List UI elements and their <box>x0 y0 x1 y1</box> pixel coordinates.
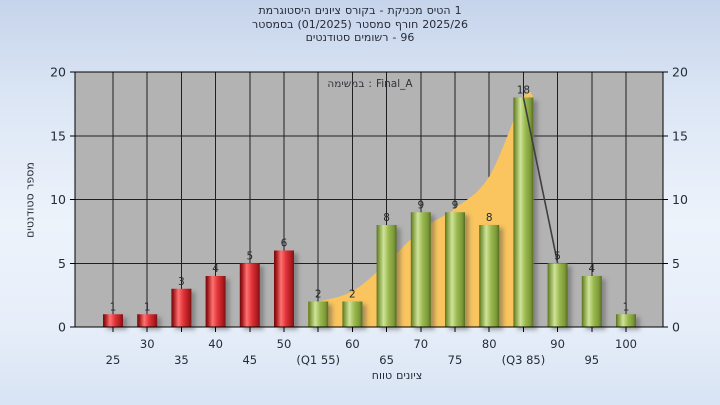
text-token: רשומים <box>354 31 389 44</box>
bar-value-label: 1 <box>110 301 117 313</box>
chart-title-line-3: סטודנטים רשומים -96 <box>306 31 415 45</box>
x-tick-label: 80 <box>482 337 497 351</box>
text-token: 2025/26 <box>422 17 468 31</box>
x-tick-label: (Q1 55) <box>296 353 340 367</box>
x-axis-title: טווח ציונים <box>372 369 422 382</box>
bar-value-label: 9 <box>417 199 424 211</box>
y-tick-label-left: 20 <box>50 65 66 80</box>
text-token: היסטוגרמת <box>258 4 311 17</box>
y-axis-title: מספר סטודנטים <box>23 162 37 238</box>
text-token: מכניקת <box>387 4 423 17</box>
text-token: - <box>392 31 397 44</box>
x-tick-label: 30 <box>140 337 155 351</box>
bar-value-label: 6 <box>281 238 288 250</box>
overlay-line <box>522 97 559 264</box>
text-token: בסמסטר <box>252 17 294 31</box>
chart-title-block: היסטוגרמת ציונים בקורס - מכניקת הטיס 1 בסמסטר(… <box>0 4 720 45</box>
x-tick-label: 100 <box>615 337 637 351</box>
y-tick-label-right: 0 <box>672 320 680 335</box>
bar-95 <box>581 276 602 327</box>
y-tick-label-right: 10 <box>672 192 688 207</box>
fitted-area-overlay <box>307 91 534 327</box>
x-tick-label: 45 <box>242 353 257 367</box>
x-tick-label: 95 <box>584 353 599 367</box>
bar-30 <box>137 314 158 327</box>
bar-value-label: 1 <box>144 301 151 313</box>
bar-90 <box>547 263 568 327</box>
bar-value-label: 8 <box>383 212 390 224</box>
legend-label: במשימה: Final_A <box>290 78 450 90</box>
y-tick-label-right: 5 <box>672 256 680 271</box>
bar-25 <box>103 314 123 327</box>
bar-value-label: 8 <box>486 212 493 224</box>
text-token: ציונים <box>314 4 341 17</box>
bar-value-label: 18 <box>517 85 530 97</box>
text-token: (01/2025) <box>297 17 352 31</box>
text-token: חורף <box>394 17 419 31</box>
text-token: Final_A <box>375 78 413 90</box>
text-token: 96 <box>400 31 415 44</box>
y-tick-label-right: 15 <box>672 128 688 143</box>
bar-value-label: 2 <box>315 289 322 301</box>
bar-value-label: 5 <box>554 250 561 262</box>
x-tick-label: 60 <box>345 337 360 351</box>
bar-value-label: 9 <box>452 199 459 211</box>
bar-55 <box>308 301 329 327</box>
text-token: הטיס <box>426 4 451 17</box>
bar-100 <box>616 314 636 327</box>
text-token: סטודנטים <box>305 31 351 44</box>
x-tick-label: 65 <box>379 353 394 367</box>
x-tick-label: 75 <box>448 353 463 367</box>
bar-value-label: 3 <box>178 276 185 288</box>
x-tick-label: (Q3 85) <box>502 353 546 367</box>
y-tick-label-left: 15 <box>50 128 66 143</box>
text-token: סמסטר <box>355 17 391 31</box>
x-tick-label: 70 <box>413 337 428 351</box>
text-token: 1 <box>454 4 462 17</box>
bar-65 <box>376 225 397 327</box>
text-token: במשימה <box>327 78 365 90</box>
bar-85 <box>513 97 534 327</box>
text-token: ציונים <box>396 369 423 382</box>
y-tick-label-right: 20 <box>672 65 688 80</box>
chart-title-line-1: היסטוגרמת ציונים בקורס - מכניקת הטיס 1 <box>258 4 461 18</box>
text-token: טווח <box>371 369 393 382</box>
bar-value-label: 1 <box>623 301 630 313</box>
text-token: - <box>379 4 384 17</box>
bar-60 <box>342 301 363 327</box>
bar-80 <box>479 225 500 327</box>
chart-legend: במשימה: Final_A <box>290 78 450 90</box>
x-tick-label: 40 <box>208 337 223 351</box>
bar-45 <box>239 263 260 327</box>
bar-50 <box>274 250 294 327</box>
y-tick-label-left: 0 <box>58 320 66 335</box>
bar-value-label: 4 <box>212 263 219 275</box>
y-tick-label-left: 5 <box>58 256 66 271</box>
bar-40 <box>205 276 226 327</box>
bar-35 <box>171 288 192 327</box>
bar-value-label: 2 <box>349 289 356 301</box>
y-tick-label-left: 10 <box>50 192 66 207</box>
x-tick-label: 90 <box>550 337 565 351</box>
x-tick-label: 35 <box>174 353 189 367</box>
x-tick-label: 50 <box>277 337 292 351</box>
bar-value-label: 4 <box>588 263 595 275</box>
text-token: : <box>368 78 372 90</box>
chart-title-line-2: בסמסטר (01/2025) סמסטר חורף 2025/26 <box>252 18 468 32</box>
x-tick-label: 25 <box>106 353 121 367</box>
bar-value-label: 5 <box>246 250 253 262</box>
bar-70 <box>410 212 431 327</box>
bar-75 <box>445 212 465 327</box>
text-token: בקורס <box>344 4 376 17</box>
